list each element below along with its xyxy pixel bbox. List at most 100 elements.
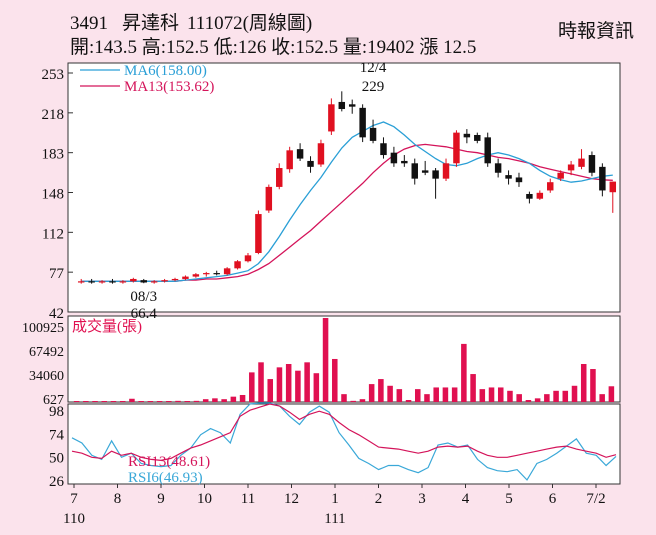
x-tick-label: 11 (241, 491, 255, 507)
candle-body (411, 163, 418, 179)
price-y-tick-label: 112 (42, 226, 64, 242)
price-y-tick-label: 148 (42, 187, 65, 203)
volume-bar (184, 401, 191, 402)
volume-bar (212, 398, 218, 402)
volume-bar (562, 390, 569, 402)
volume-y-tick-label: 67492 (29, 345, 64, 360)
candle-body (494, 163, 502, 173)
candle-body (588, 155, 596, 173)
candle-body (421, 170, 429, 173)
volume-bar (516, 394, 522, 402)
candle-body (328, 104, 335, 132)
quote-volume: 量:19402 (342, 37, 415, 58)
x-tick-label: 7 (70, 491, 78, 507)
quote-low: 低:126 (213, 37, 267, 58)
volume-bar (129, 398, 135, 402)
candle-body (536, 192, 544, 199)
price-y-tick-label: 42 (49, 306, 64, 322)
volume-bar (507, 390, 513, 402)
volume-bar (119, 401, 126, 402)
candle-body (453, 132, 460, 164)
candle-body (234, 261, 241, 269)
volume-bar (461, 343, 467, 402)
volume-bar (138, 401, 144, 402)
candle-body (369, 127, 377, 141)
candle-body (442, 163, 450, 179)
candle-body (77, 281, 85, 283)
candle-body (203, 273, 210, 275)
volume-bar (258, 362, 264, 402)
volume-bar (571, 385, 578, 402)
candle-body (578, 158, 585, 167)
legend-rsi6: RSI6(46.93) (128, 470, 203, 486)
candle-body (515, 177, 523, 183)
volume-title: 成交量(張) (72, 317, 142, 335)
x-tick-label: 9 (157, 491, 165, 507)
volume-bar (101, 401, 108, 402)
volume-bar (368, 384, 375, 402)
volume-y-tick-label: 100925 (22, 321, 64, 336)
legend-rsi13: RSI13(48.61) (128, 454, 210, 470)
candle-body (432, 170, 439, 179)
candle-body (547, 182, 554, 191)
candle-body (599, 166, 606, 191)
candle-body (213, 273, 220, 275)
stock-code: 3491 (70, 13, 108, 34)
candle-body (130, 278, 137, 282)
volume-bar (202, 399, 209, 402)
source-label: 時報資訊 (557, 21, 634, 42)
candle-body (265, 186, 273, 211)
rsi-y-tick-label: 26 (49, 474, 65, 490)
volume-bar (470, 374, 476, 402)
quote-close: 收:152.5 (271, 37, 339, 58)
x-tick-label: 4 (462, 491, 470, 507)
candle-body (505, 175, 512, 179)
volume-bar (285, 363, 292, 402)
volume-bar (276, 367, 283, 402)
price-annotation: 229 (362, 79, 385, 95)
candle-body (317, 143, 325, 165)
volume-bar (525, 400, 532, 402)
chart-date: 111072 (187, 13, 243, 34)
volume-bar (442, 387, 449, 402)
stock-name: 昇達科 (122, 13, 180, 34)
x-year-label: 111 (324, 511, 345, 527)
volume-bar (534, 398, 541, 402)
candle-body (526, 193, 533, 199)
candle-body (307, 160, 314, 167)
volume-bar (193, 400, 200, 402)
candle-body (474, 134, 481, 141)
volume-bar (147, 401, 154, 402)
volume-bar (553, 390, 559, 402)
volume-bar (110, 401, 117, 402)
x-tick-label: 12 (284, 491, 299, 507)
quote-open: 開:143.5 (70, 37, 138, 58)
volume-bar (378, 379, 384, 402)
candle-body (98, 281, 106, 283)
rsi-y-tick-label: 74 (49, 427, 65, 443)
volume-bar (599, 394, 605, 402)
candle-body (338, 101, 346, 110)
candle-body (161, 280, 168, 282)
x-tick-label: 3 (418, 491, 426, 507)
candle-body (171, 278, 179, 281)
candle-body (557, 172, 564, 179)
volume-bar (249, 372, 255, 402)
volume-bar (73, 401, 80, 402)
candle-body (390, 152, 398, 164)
price-y-tick-label: 183 (42, 147, 65, 163)
x-tick-label: 10 (197, 491, 212, 507)
volume-bar (608, 386, 615, 402)
x-tick-label: 2 (375, 491, 383, 507)
rsi-y-tick-label: 50 (49, 451, 64, 467)
x-tick-label: 6 (549, 491, 557, 507)
volume-y-tick-label: 34060 (29, 369, 64, 384)
candle-body (109, 281, 116, 283)
x-tick-label: 5 (505, 491, 513, 507)
price-panel (67, 62, 621, 313)
candle-body (348, 104, 356, 107)
volume-bar (267, 379, 274, 402)
price-y-tick-label: 253 (42, 67, 65, 83)
volume-bar (580, 363, 587, 402)
